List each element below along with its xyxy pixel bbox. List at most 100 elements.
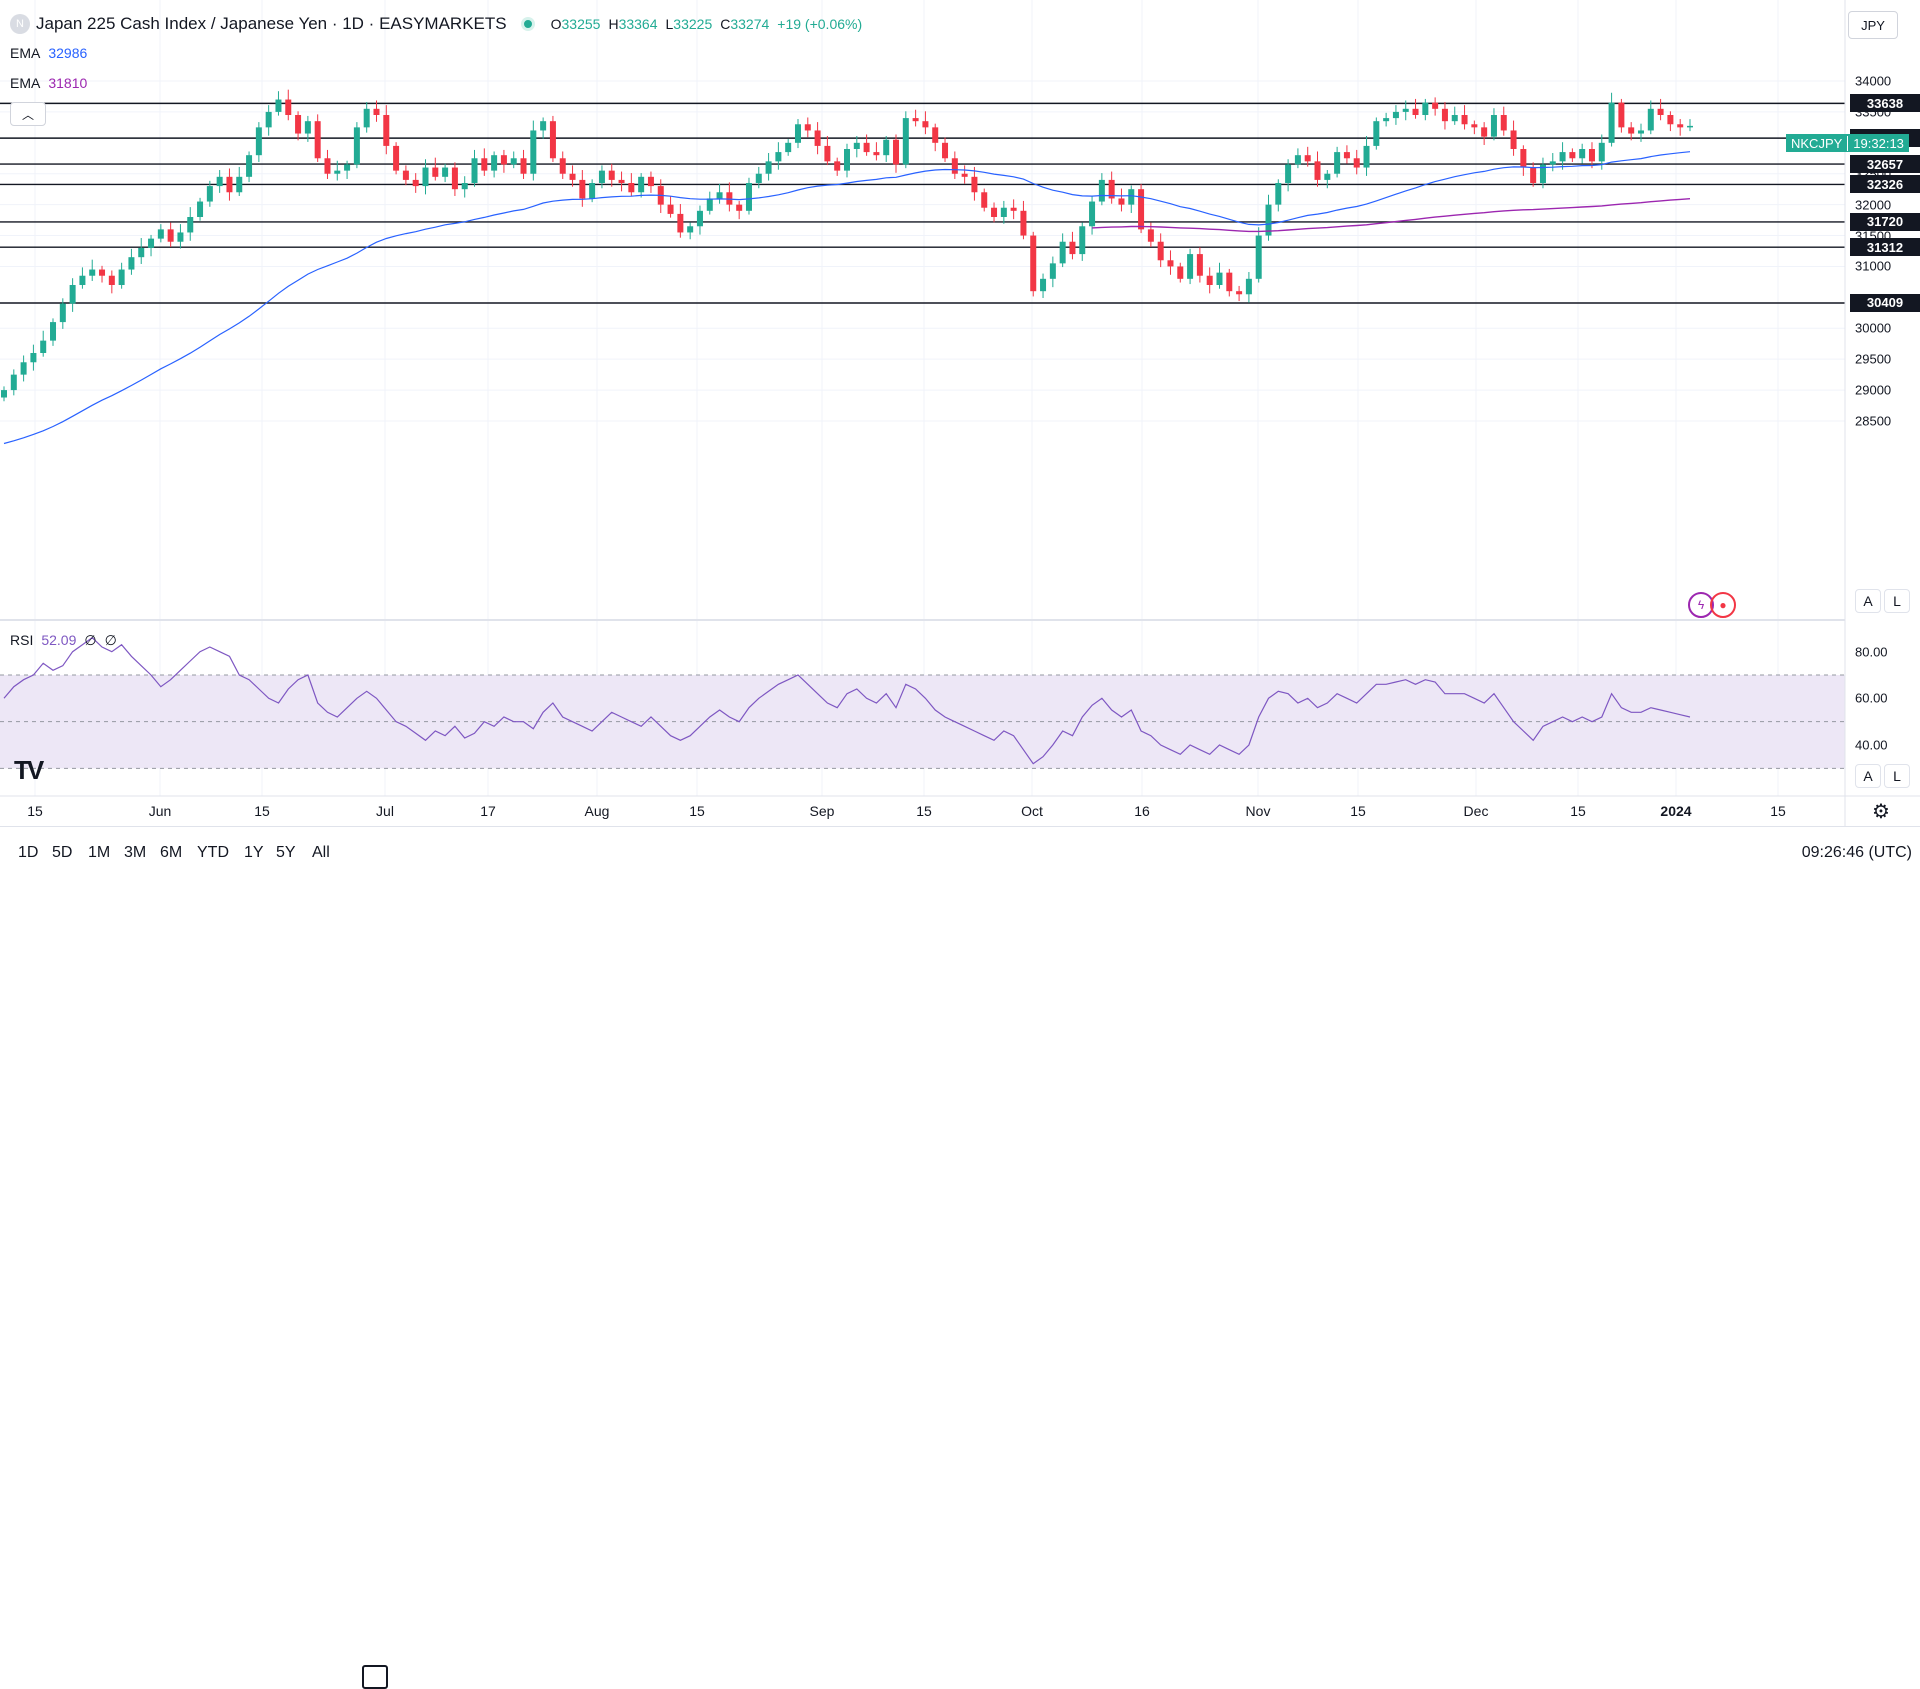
candle (1157, 233, 1164, 268)
candle-body (1275, 183, 1282, 205)
bottom-toolbar: 1D 5D 1M 3M 6M YTD 1Y 5Y All 09:26:46 (UTC) (0, 826, 1920, 1689)
candle (844, 143, 850, 178)
candle (1637, 123, 1644, 142)
range-button-all[interactable]: All (312, 844, 330, 861)
candle (961, 165, 968, 184)
rsi-auto-scale-button[interactable]: A (1855, 764, 1881, 788)
time-tick: 15 (27, 803, 43, 819)
candle (1089, 196, 1096, 235)
time-tick: 15 (689, 803, 705, 819)
candle-body (442, 167, 449, 177)
candle-body (1481, 127, 1488, 137)
time-tick: 15 (1350, 803, 1366, 819)
candle (177, 224, 184, 249)
time-tick: 16 (1134, 803, 1150, 819)
candle-body (118, 269, 125, 285)
candle-body (324, 158, 331, 174)
price-tick: 28500 (1855, 413, 1892, 429)
candle (598, 165, 605, 189)
candle (902, 111, 909, 169)
candle-body (285, 99, 292, 115)
ema-slow-value: 31810 (48, 75, 88, 91)
range-button-3m[interactable]: 3M (124, 844, 147, 861)
candle (1490, 108, 1497, 141)
candle-body (1187, 254, 1194, 279)
candle (275, 91, 282, 116)
candle-body (236, 176, 243, 193)
candle-body (1255, 235, 1262, 279)
candle (706, 191, 713, 215)
candle-body (1010, 207, 1017, 211)
candle (804, 117, 811, 138)
candle-body (1343, 152, 1350, 159)
time-tick: Sep (809, 803, 835, 819)
range-button-1d[interactable]: 1D (18, 844, 39, 861)
collapse-legend-button[interactable]: ︿ (10, 102, 46, 126)
gear-icon[interactable]: ⚙ (1872, 801, 1890, 823)
rsi-legend[interactable]: RSI 52.09 ∅ ∅ (10, 632, 117, 648)
candle (814, 122, 821, 155)
candle-body (579, 179, 586, 199)
candle-body (177, 232, 184, 242)
utc-clock[interactable]: 09:26:46 (UTC) (1801, 844, 1912, 861)
ema-slow-legend[interactable]: EMA 31810 (10, 75, 88, 91)
candle (1177, 262, 1184, 283)
alerts-indicator[interactable]: ϟ ● (1688, 592, 1736, 618)
candle-body (422, 167, 429, 187)
candle (1000, 200, 1007, 224)
candle (794, 119, 801, 149)
candle-body (716, 192, 723, 199)
candle (99, 265, 106, 283)
candle-body (755, 173, 762, 183)
candle-body (736, 204, 743, 211)
rsi-line (3, 636, 1691, 765)
ema-fast-legend[interactable]: EMA 32986 (10, 45, 88, 61)
candle-body (363, 108, 370, 128)
candle (79, 267, 86, 289)
candle-body (902, 118, 909, 165)
candle-body (373, 108, 380, 115)
candle (1608, 92, 1615, 147)
candle (236, 166, 243, 196)
candle-body (1196, 254, 1203, 276)
price-chart[interactable] (0, 0, 1920, 826)
range-button-5d[interactable]: 5D (52, 844, 73, 861)
candle-body (706, 198, 713, 211)
rsi-log-scale-button[interactable]: L (1884, 764, 1910, 788)
candle-body (1167, 260, 1174, 267)
candle (785, 139, 792, 156)
time-tick: 15 (1770, 803, 1786, 819)
candle-body (1490, 115, 1497, 137)
candle-body (1236, 291, 1243, 295)
ema-slow-line (1092, 198, 1691, 233)
candle (285, 89, 292, 121)
candle-body (569, 173, 576, 180)
candle (1245, 272, 1252, 303)
candle-body (1157, 241, 1164, 261)
candle-body (1500, 115, 1507, 131)
candle-body (1138, 189, 1145, 230)
price-tick: 34000 (1855, 73, 1892, 89)
auto-scale-button[interactable]: A (1855, 589, 1881, 613)
level-label: 32326 (1850, 175, 1920, 194)
candle-body (1539, 164, 1546, 183)
candle (1128, 185, 1135, 213)
range-button-ytd[interactable]: YTD (197, 844, 229, 861)
candle (383, 105, 390, 155)
range-button-1m[interactable]: 1M (88, 844, 111, 861)
log-scale-button[interactable]: L (1884, 589, 1910, 613)
range-button-5y[interactable]: 5Y (276, 844, 296, 861)
candle-body (187, 217, 194, 233)
tradingview-logo[interactable]: TV (14, 755, 44, 785)
currency-selector[interactable]: JPY (1848, 11, 1898, 39)
range-button-1y[interactable]: 1Y (244, 844, 264, 861)
range-button-6m[interactable]: 6M (160, 844, 183, 861)
ema-fast-value: 32986 (48, 45, 88, 61)
symbol-title[interactable]: Japan 225 Cash Index / Japanese Yen · 1D… (36, 14, 507, 33)
calendar-icon[interactable] (362, 1665, 388, 1689)
candle (1010, 199, 1017, 220)
price-tick: 29000 (1855, 382, 1892, 398)
candle-body (471, 158, 478, 183)
candle (667, 196, 674, 218)
price-tick: 30000 (1855, 320, 1892, 336)
